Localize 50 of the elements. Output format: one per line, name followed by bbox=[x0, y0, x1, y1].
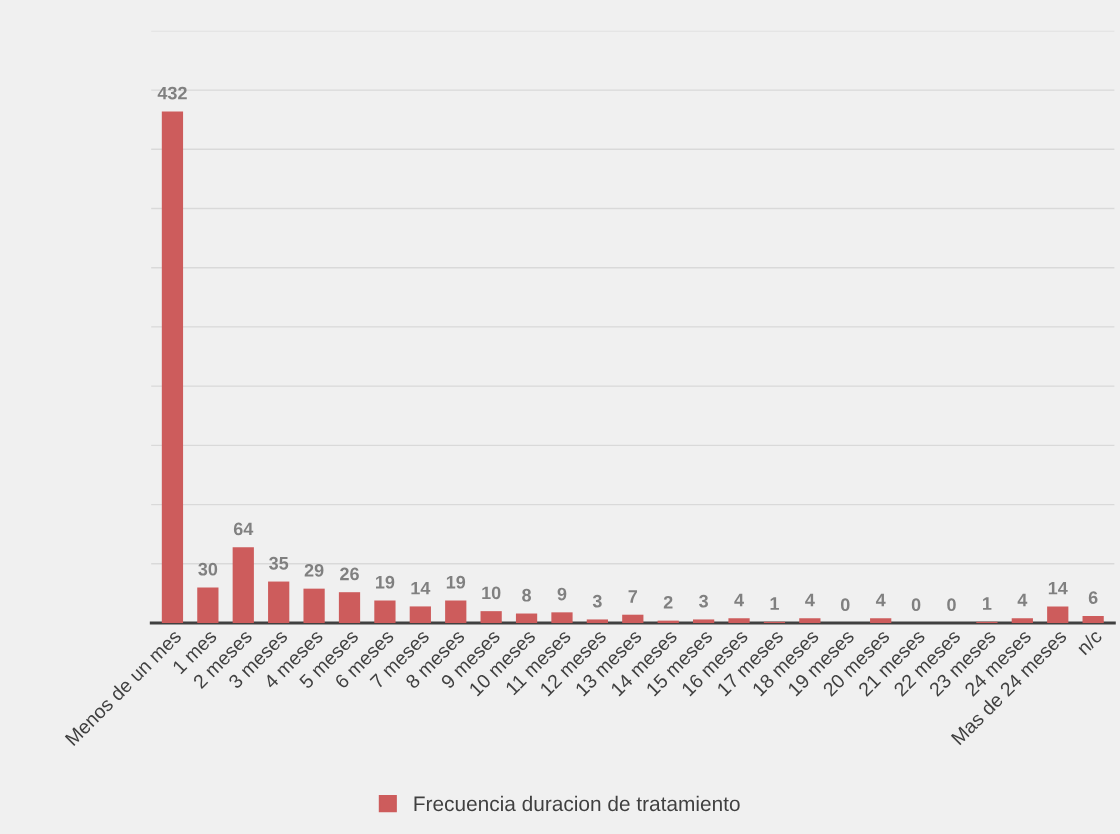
data-label: 14 bbox=[411, 581, 431, 595]
data-label: 19 bbox=[376, 575, 395, 589]
bar bbox=[338, 592, 361, 623]
bar bbox=[161, 111, 184, 623]
x-tick-label: n/c bbox=[1075, 628, 1103, 656]
bar bbox=[268, 581, 290, 623]
data-label: 0 bbox=[947, 598, 956, 612]
bar bbox=[409, 606, 431, 623]
data-label: 35 bbox=[269, 556, 289, 570]
legend-label: Frecuencia duracion de tratamiento bbox=[414, 795, 740, 812]
bar bbox=[303, 588, 325, 623]
bar bbox=[551, 612, 573, 623]
data-label: 0 bbox=[911, 598, 921, 612]
data-label: 1 bbox=[983, 597, 992, 610]
data-label: 14 bbox=[1048, 581, 1068, 595]
data-label: 19 bbox=[446, 575, 466, 589]
bar bbox=[870, 618, 892, 623]
bar bbox=[1082, 615, 1104, 623]
bar bbox=[232, 547, 254, 623]
data-label: 3 bbox=[592, 594, 602, 608]
data-label: 432 bbox=[157, 86, 187, 100]
data-label: 29 bbox=[304, 563, 324, 577]
bar bbox=[374, 600, 396, 623]
data-label: 30 bbox=[198, 562, 218, 576]
data-label: 4 bbox=[875, 593, 886, 607]
bar bbox=[445, 600, 467, 623]
data-label: 4 bbox=[1017, 593, 1028, 607]
data-label: 1 bbox=[770, 597, 779, 610]
bar bbox=[480, 611, 502, 623]
bar bbox=[1011, 618, 1033, 623]
data-label: 4 bbox=[805, 593, 815, 607]
bar bbox=[622, 614, 644, 623]
bar bbox=[515, 613, 538, 623]
bar bbox=[728, 618, 750, 623]
bar bbox=[693, 619, 715, 623]
data-label: 2 bbox=[663, 595, 673, 609]
data-label: 7 bbox=[628, 590, 638, 603]
data-label: 10 bbox=[482, 586, 501, 600]
bar bbox=[586, 619, 609, 623]
bar bbox=[197, 587, 219, 623]
data-label: 8 bbox=[522, 588, 532, 602]
data-label: 6 bbox=[1088, 591, 1098, 604]
data-label: 26 bbox=[340, 567, 359, 581]
data-label: 3 bbox=[699, 594, 708, 608]
bar bbox=[1047, 606, 1069, 623]
data-label: 4 bbox=[734, 593, 744, 607]
data-label: 64 bbox=[233, 522, 254, 536]
data-label: 0 bbox=[840, 598, 850, 612]
data-label: 9 bbox=[557, 587, 567, 601]
bar bbox=[799, 618, 821, 623]
